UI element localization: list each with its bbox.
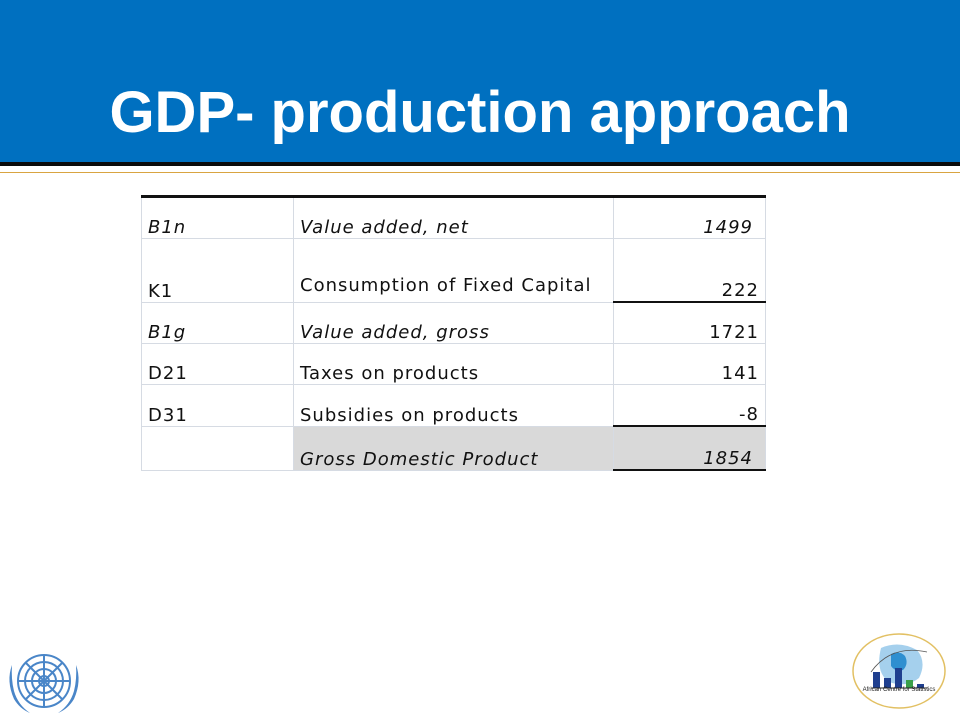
row-label: Consumption of Fixed Capital: [293, 238, 614, 303]
row-code: B1g: [141, 301, 294, 344]
row-value: 141: [613, 343, 766, 385]
row-value: -8: [613, 384, 766, 427]
row-value: 1854: [613, 425, 766, 471]
row-code: [141, 425, 294, 471]
table-row: B1n Value added, net 1499: [141, 195, 766, 239]
row-value: 1721: [613, 301, 766, 344]
row-code: D21: [141, 343, 294, 385]
row-code: K1: [141, 238, 294, 303]
row-label: Taxes on products: [293, 343, 614, 385]
slide-title: GDP- production approach: [109, 80, 851, 145]
un-emblem-icon: [9, 654, 79, 713]
row-value: 1499: [613, 195, 766, 239]
header-divider: [0, 162, 960, 166]
header-accent-line: [0, 172, 960, 173]
row-code: D31: [141, 384, 294, 427]
row-value: 222: [613, 238, 766, 303]
row-label: Subsidies on products: [293, 384, 614, 427]
table-row: D21 Taxes on products 141: [141, 343, 766, 385]
row-code: B1n: [141, 195, 294, 239]
row-label: Value added, gross: [293, 301, 614, 344]
acs-logo-text: African Centre for Statistics: [862, 687, 936, 693]
title-bar: [0, 0, 960, 162]
row-label: Value added, net: [293, 195, 614, 239]
african-centre-for-statistics-logo: [852, 633, 946, 709]
gdp-table: B1n Value added, net 1499 K1 Consumption…: [141, 195, 766, 471]
table-row: D31 Subsidies on products -8: [141, 384, 766, 427]
row-label: Gross Domestic Product: [293, 425, 614, 471]
table-row-total: Gross Domestic Product 1854: [141, 425, 766, 471]
table-row: K1 Consumption of Fixed Capital 222: [141, 238, 766, 303]
table-row: B1g Value added, gross 1721: [141, 301, 766, 344]
